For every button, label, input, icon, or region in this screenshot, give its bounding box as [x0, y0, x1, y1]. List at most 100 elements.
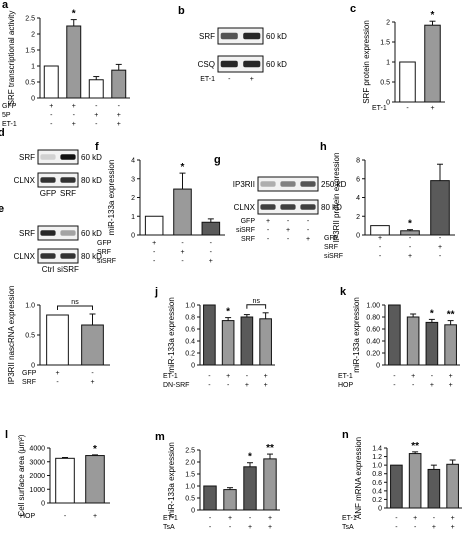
blot-strip: [37, 225, 79, 241]
blot-band: [243, 60, 261, 68]
lane-label: Ctrl: [42, 265, 55, 274]
ns-label: ns: [253, 298, 261, 305]
bar: [81, 324, 104, 366]
condition-value: +: [264, 382, 268, 389]
condition-value: -: [153, 249, 156, 256]
condition-label: ET-1: [163, 515, 178, 522]
panel-letter-l: l: [5, 429, 8, 441]
blot-strip: [217, 55, 264, 73]
condition-label: TsA: [163, 524, 175, 531]
condition-value: +: [449, 373, 453, 380]
y-axis-label: miR-133a expression: [107, 160, 116, 236]
y-tick-label: 0: [356, 233, 360, 240]
condition-value: +: [378, 235, 382, 242]
significance-mark: *: [72, 9, 76, 20]
molecular-weight-label: 60 kD: [266, 32, 287, 41]
blot-band: [60, 154, 76, 160]
y-tick-label: 0: [31, 363, 35, 370]
y-tick-label: 4: [131, 158, 135, 165]
y-axis-label: IP3RII nascRNA expression: [7, 286, 16, 385]
bar: [223, 489, 237, 511]
y-tick-label: 0: [41, 501, 45, 508]
ns-label: ns: [71, 299, 79, 306]
panel-letter-c: c: [350, 3, 356, 15]
y-axis-label: Cell surface area (μm²): [17, 434, 26, 516]
molecular-weight-label: 60 kD: [266, 60, 287, 69]
y-tick-label: 0.5: [380, 80, 390, 87]
condition-value: +: [248, 524, 252, 531]
y-tick-label: 0.20: [366, 351, 380, 358]
condition-value: +: [117, 121, 121, 128]
bar: [85, 455, 105, 504]
condition-value: +: [180, 249, 184, 256]
panel-letter-j: j: [154, 286, 158, 298]
condition-value: +: [451, 524, 455, 531]
condition-value: +: [286, 227, 290, 234]
y-tick-label: 2: [31, 32, 35, 39]
condition-value: -: [209, 524, 212, 531]
blot-band: [300, 204, 316, 210]
condition-value: -: [439, 235, 442, 242]
significance-mark: **: [266, 443, 274, 454]
condition-label: ET-1: [338, 373, 353, 380]
y-tick-label: 0.5: [185, 496, 195, 503]
y-tick-label: 0: [191, 363, 195, 370]
blot-row-label: SRF: [19, 153, 35, 162]
panel-c: c 0 0.5 1 1.5 2 SRF protein expression * ET-1 - +: [350, 3, 445, 112]
bar: [424, 24, 441, 103]
condition-value: +: [449, 382, 453, 389]
blot-band: [260, 204, 276, 210]
blot-panel-d: d SRF 60 kD CLNX 80 kD GFP SRF: [0, 127, 102, 198]
y-tick-label: 2000: [29, 473, 45, 480]
y-tick-label: 0.40: [366, 339, 380, 346]
y-tick-label: 0.6: [372, 480, 382, 487]
condition-value: +: [117, 112, 121, 119]
blot-strip: [217, 27, 264, 45]
blot-strip: [37, 149, 79, 165]
condition-value: -: [414, 524, 417, 531]
condition-label: GFP: [97, 240, 112, 247]
condition-label: SRF: [22, 379, 36, 386]
blot-strip: [37, 172, 79, 188]
condition-value: -: [433, 515, 436, 522]
blot-band: [60, 230, 76, 236]
condition-value: -: [267, 227, 270, 234]
y-tick-label: 2: [131, 195, 135, 202]
y-tick-label: 0.8: [185, 315, 195, 322]
y-tick-label: 3000: [29, 459, 45, 466]
bar: [408, 453, 422, 509]
condition-value: -: [395, 524, 398, 531]
bar: [43, 65, 59, 99]
condition-value: -: [287, 218, 290, 225]
bar: [446, 463, 459, 509]
condition-value: -: [227, 382, 230, 389]
blot-row-label: IP3RII: [233, 180, 255, 189]
molecular-weight-label: 60 kD: [81, 153, 102, 162]
y-tick-label: 1.5: [25, 48, 35, 55]
condition-value: -: [393, 382, 396, 389]
condition-label: DN-SRF: [163, 382, 189, 389]
condition-value: +: [90, 379, 94, 386]
condition-value: +: [408, 253, 412, 260]
condition-label: GFP: [22, 370, 37, 377]
panel-letter-d: d: [0, 127, 5, 139]
condition-value: -: [210, 240, 213, 247]
bar: [201, 221, 221, 236]
bar: [221, 320, 235, 366]
blot-band: [40, 154, 56, 160]
blot-band: [300, 181, 316, 187]
y-axis-label: SRF transcriptional activity: [7, 11, 16, 106]
condition-value: -: [379, 244, 382, 251]
bar: [370, 225, 390, 236]
condition-value: -: [267, 236, 270, 243]
significance-mark: *: [408, 219, 412, 230]
y-tick-label: 0.2: [185, 351, 195, 358]
blot-row-label: SRF: [19, 229, 35, 238]
y-axis-label: miR-133a expression: [167, 297, 176, 373]
condition-value: +: [245, 382, 249, 389]
condition-value: +: [411, 373, 415, 380]
bar: [263, 458, 277, 511]
bar: [203, 304, 216, 366]
y-axis-label: ANF mRNA expression: [354, 437, 363, 519]
condition-label: siSRF: [97, 258, 116, 265]
